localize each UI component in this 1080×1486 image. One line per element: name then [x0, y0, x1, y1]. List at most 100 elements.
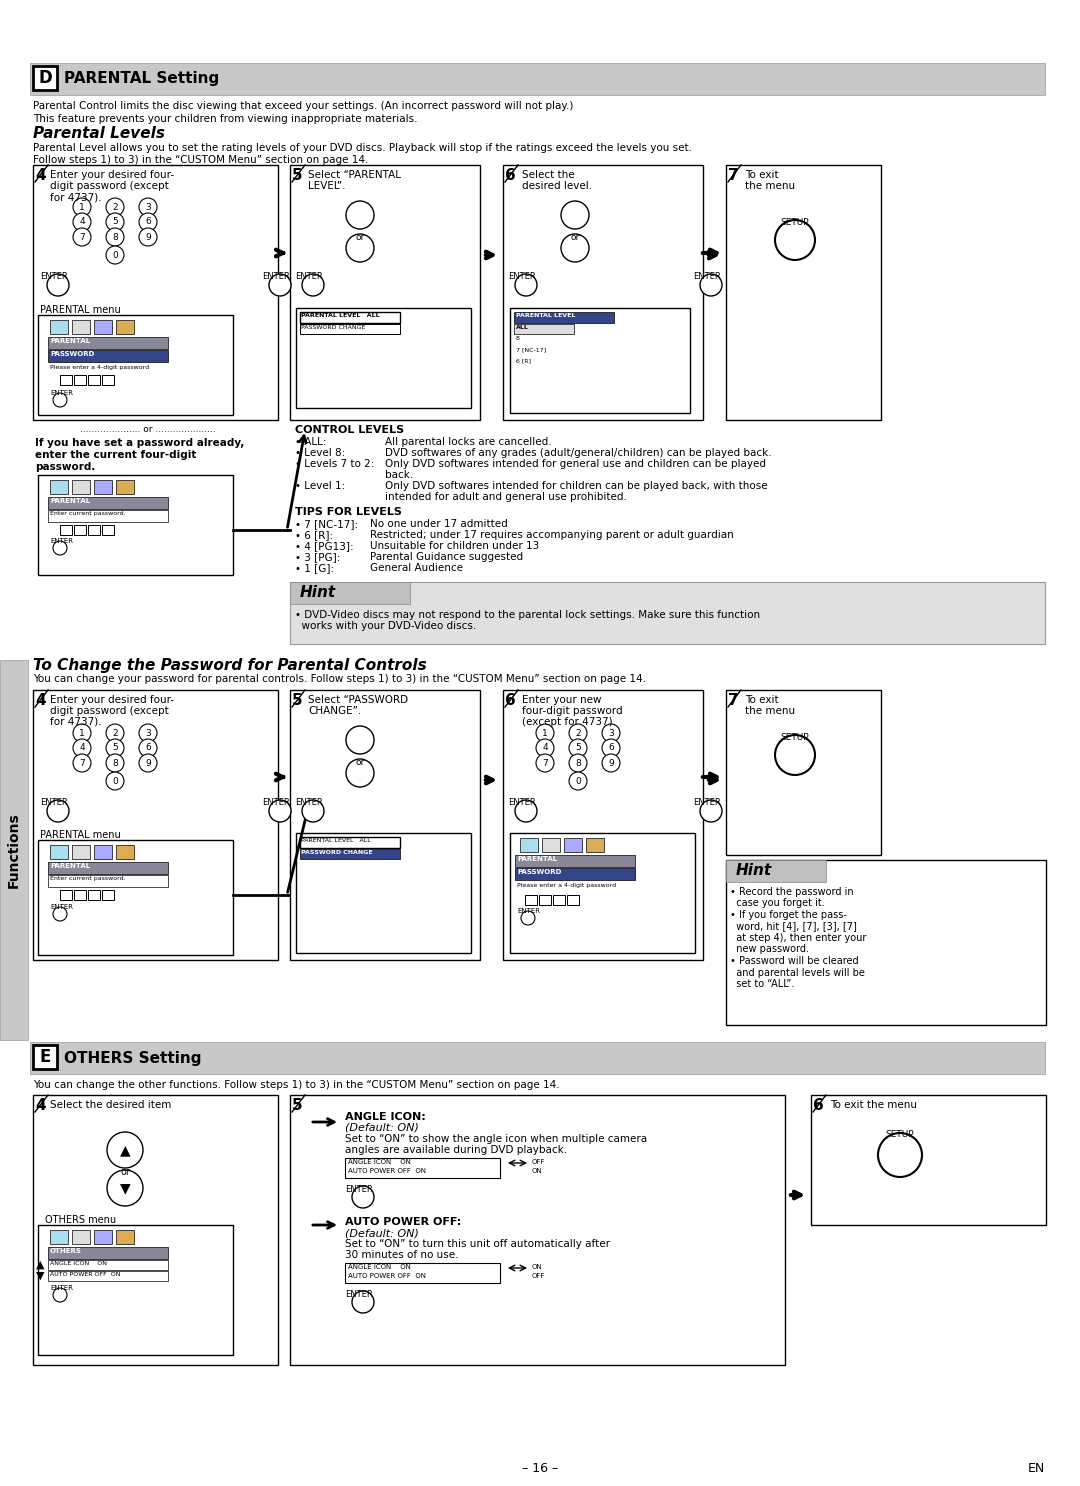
Text: General Audience: General Audience: [370, 563, 463, 574]
Text: OTHERS: OTHERS: [50, 1248, 82, 1254]
Circle shape: [302, 273, 324, 296]
Text: 4: 4: [79, 743, 85, 752]
Bar: [291, 690, 480, 960]
Text: 8: 8: [112, 232, 118, 242]
Text: Select “PASSWORD: Select “PASSWORD: [308, 695, 408, 704]
Text: • DVD-Video discs may not respond to the parental lock settings. Make sure this : • DVD-Video discs may not respond to the…: [295, 609, 760, 620]
Text: • Levels 7 to 2:: • Levels 7 to 2:: [295, 459, 375, 470]
Text: ENTER: ENTER: [262, 798, 289, 807]
Circle shape: [352, 1186, 374, 1208]
Bar: [515, 868, 635, 880]
Text: PASSWORD: PASSWORD: [517, 869, 562, 875]
Circle shape: [107, 1169, 143, 1207]
Text: LEVEL”.: LEVEL”.: [308, 181, 346, 192]
Bar: [291, 583, 1045, 643]
Text: PARENTAL menu: PARENTAL menu: [40, 305, 121, 315]
Bar: [72, 1230, 90, 1244]
Text: PARENTAL LEVEL: PARENTAL LEVEL: [516, 314, 576, 318]
Circle shape: [302, 799, 324, 822]
Text: Hint: Hint: [300, 585, 336, 600]
Circle shape: [775, 220, 815, 260]
Text: four-digit password: four-digit password: [522, 706, 623, 716]
Circle shape: [269, 799, 291, 822]
Bar: [94, 480, 112, 493]
Circle shape: [521, 911, 535, 924]
Text: Select the: Select the: [522, 169, 575, 180]
Text: Parental Levels: Parental Levels: [33, 126, 165, 141]
Text: • Password will be cleared: • Password will be cleared: [730, 955, 859, 966]
Circle shape: [602, 739, 620, 756]
Bar: [87, 525, 100, 535]
Text: 9: 9: [145, 232, 151, 242]
Bar: [726, 860, 826, 883]
Text: ▲: ▲: [36, 1260, 44, 1271]
Text: 0: 0: [576, 777, 581, 786]
Text: ▼: ▼: [36, 1271, 44, 1281]
Text: Restricted; under 17 requires accompanying parent or adult guardian: Restricted; under 17 requires accompanyi…: [370, 531, 733, 539]
Bar: [542, 838, 561, 851]
Bar: [33, 1095, 278, 1366]
Text: or: or: [570, 233, 580, 242]
Text: 5: 5: [112, 217, 118, 226]
Text: 7: 7: [542, 758, 548, 767]
Bar: [48, 510, 168, 522]
Bar: [102, 525, 114, 535]
Text: the menu: the menu: [745, 706, 795, 716]
Text: 4: 4: [35, 1098, 45, 1113]
Bar: [515, 854, 635, 866]
Bar: [30, 1042, 1045, 1074]
Text: If you have set a password already,: If you have set a password already,: [35, 438, 244, 447]
Bar: [38, 1224, 233, 1355]
Text: ..................... or .....................: ..................... or ...............…: [80, 425, 216, 434]
Bar: [38, 315, 233, 415]
Bar: [300, 312, 400, 322]
Circle shape: [602, 724, 620, 742]
Bar: [38, 840, 233, 955]
Bar: [291, 1095, 785, 1366]
Bar: [525, 895, 537, 905]
Bar: [102, 890, 114, 901]
Circle shape: [139, 724, 157, 742]
Bar: [510, 308, 690, 413]
Text: Follow steps 1) to 3) in the “CUSTOM Menu” section on page 14.: Follow steps 1) to 3) in the “CUSTOM Men…: [33, 155, 368, 165]
Bar: [291, 165, 480, 421]
Text: ENTER: ENTER: [50, 389, 73, 395]
Text: 4: 4: [79, 217, 85, 226]
Circle shape: [561, 233, 589, 262]
Text: digit password (except: digit password (except: [50, 706, 168, 716]
Text: You can change the other functions. Follow steps 1) to 3) in the “CUSTOM Menu” s: You can change the other functions. Foll…: [33, 1080, 559, 1091]
Bar: [291, 583, 410, 603]
Bar: [60, 374, 72, 385]
Text: (Default: ON): (Default: ON): [345, 1123, 419, 1132]
Bar: [510, 834, 696, 953]
Bar: [296, 834, 471, 953]
Text: • 7 [NC-17]:: • 7 [NC-17]:: [295, 519, 359, 529]
Text: ▲: ▲: [120, 1143, 131, 1158]
Text: SETUP: SETUP: [781, 218, 809, 227]
Bar: [116, 480, 134, 493]
Text: Enter your new: Enter your new: [522, 695, 602, 704]
Text: 6: 6: [608, 743, 613, 752]
Text: CONTROL LEVELS: CONTROL LEVELS: [295, 425, 404, 435]
Circle shape: [106, 739, 124, 756]
Bar: [48, 337, 168, 349]
Text: PASSWORD CHANGE: PASSWORD CHANGE: [301, 850, 373, 854]
Text: PARENTAL: PARENTAL: [517, 856, 557, 862]
Text: 7: 7: [728, 168, 739, 183]
Circle shape: [569, 724, 588, 742]
Text: Hint: Hint: [735, 863, 772, 878]
Bar: [50, 319, 68, 334]
Circle shape: [269, 273, 291, 296]
Text: new password.: new password.: [730, 945, 809, 954]
Bar: [75, 525, 86, 535]
Text: • 4 [PG13]:: • 4 [PG13]:: [295, 541, 353, 551]
Text: EN: EN: [1028, 1462, 1045, 1476]
Text: 8: 8: [576, 758, 581, 767]
Text: 4: 4: [542, 743, 548, 752]
Text: • If you forget the pass-: • If you forget the pass-: [730, 909, 847, 920]
Text: 8: 8: [516, 336, 519, 340]
Bar: [116, 1230, 134, 1244]
Text: 2: 2: [112, 728, 118, 737]
Text: or: or: [355, 233, 365, 242]
Circle shape: [48, 273, 69, 296]
